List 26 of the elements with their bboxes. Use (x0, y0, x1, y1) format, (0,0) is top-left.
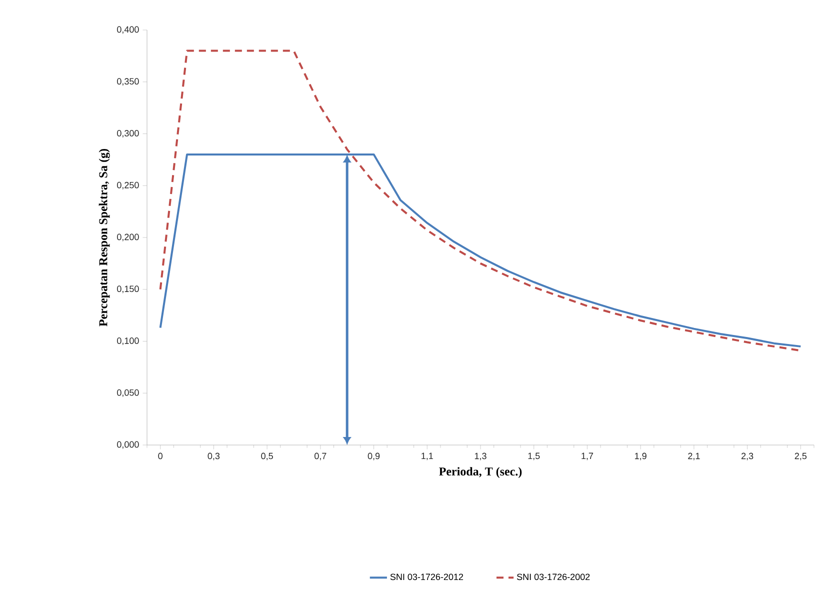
y-tick-label: 0,100 (117, 338, 139, 345)
y-tick-label: 0,350 (117, 78, 139, 86)
x-tick-label: 2,5 (794, 452, 807, 460)
y-axis-title: Percepatan Respon Spektra, Sa (g) (98, 148, 110, 326)
x-tick-label: 1,5 (528, 452, 540, 460)
legend-label: SNI 03-1726-2012 (390, 574, 464, 580)
y-tick-label: 0,050 (117, 389, 139, 397)
legend-label: SNI 03-1726-2002 (516, 574, 590, 580)
x-tick-label: 2,1 (688, 452, 700, 460)
x-tick-label: 0,7 (314, 452, 326, 460)
x-tick-label: 0,3 (208, 452, 220, 460)
x-tick-label: 0 (158, 452, 162, 460)
x-tick-label: 1,9 (635, 452, 646, 460)
x-tick-label: 0,5 (261, 452, 273, 460)
y-tick-label: 0,250 (117, 182, 139, 190)
x-tick-label: 1,1 (422, 452, 433, 460)
y-tick-label: 0,000 (117, 441, 139, 449)
x-tick-label: 1,3 (474, 452, 486, 460)
y-tick-label: 0,200 (117, 234, 139, 242)
y-tick-label: 0,150 (117, 286, 139, 294)
x-tick-label: 1,7 (582, 452, 594, 460)
y-tick-label: 0,300 (117, 130, 139, 138)
x-axis-title: Perioda, T (sec.) (439, 467, 522, 478)
x-tick-label: 2,3 (742, 452, 754, 460)
x-tick-label: 0,9 (368, 452, 380, 460)
y-tick-label: 0,400 (117, 26, 139, 34)
